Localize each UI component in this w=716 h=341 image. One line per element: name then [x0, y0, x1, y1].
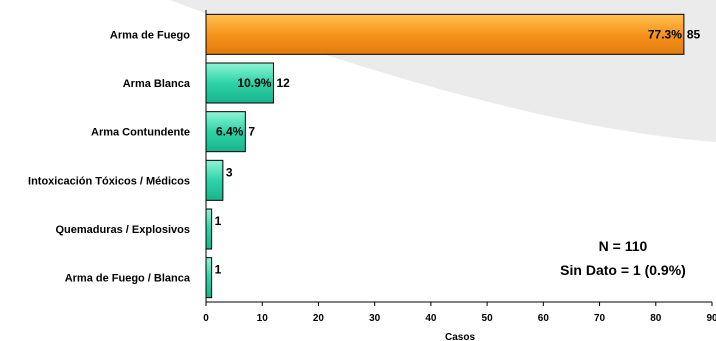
- x-tick-label: 10: [257, 313, 269, 324]
- bar: [205, 159, 224, 201]
- bar-value-label: 1: [215, 263, 222, 277]
- category-labels: Arma de Fuego Arma Blanca Arma Contundente…: [28, 29, 191, 284]
- x-tick-label: 20: [313, 313, 325, 324]
- x-tick-label: 30: [369, 313, 381, 324]
- bar-value-label: 1: [215, 214, 222, 228]
- x-axis-label: Casos: [445, 332, 475, 341]
- bar-percent-label: 10.9%: [237, 76, 271, 90]
- category-label: Arma de Fuego: [110, 29, 190, 41]
- x-axis: 0 10 20 30 40 50 60 70 80 90: [203, 10, 716, 324]
- category-label: Arma de Fuego / Blanca: [65, 273, 191, 285]
- bar-value-label: 12: [276, 76, 290, 90]
- bar: [205, 257, 213, 299]
- bar-percent-label: 6.4%: [216, 125, 244, 139]
- x-tick-label: 90: [706, 313, 716, 324]
- sample-size-annotation: N = 110: [599, 238, 648, 254]
- category-label: Arma Blanca: [123, 78, 191, 90]
- bar: [205, 111, 246, 153]
- bars-layer: 77.3% 85 10.9% 12 6.4% 7 3 1 1: [205, 13, 701, 299]
- missing-data-annotation: Sin Dato = 1 (0.9%): [560, 262, 686, 278]
- category-label: Quemaduras / Explosivos: [56, 224, 191, 236]
- bar-percent-label: 77.3%: [648, 27, 682, 41]
- bar-value-label: 85: [687, 27, 701, 41]
- bar: [205, 62, 274, 104]
- bar: [205, 13, 685, 55]
- category-label: Arma Contundente: [91, 127, 190, 139]
- bar-value-label: 7: [248, 125, 255, 139]
- x-tick-label: 80: [650, 313, 662, 324]
- x-tick-label: 0: [203, 313, 209, 324]
- x-tick-label: 50: [482, 313, 494, 324]
- category-label: Intoxicación Tóxicos / Médicos: [28, 175, 190, 187]
- x-tick-label: 60: [538, 313, 550, 324]
- bar-value-label: 3: [226, 165, 233, 179]
- bar: [205, 208, 213, 250]
- x-tick-label: 40: [425, 313, 437, 324]
- x-tick-label: 70: [594, 313, 606, 324]
